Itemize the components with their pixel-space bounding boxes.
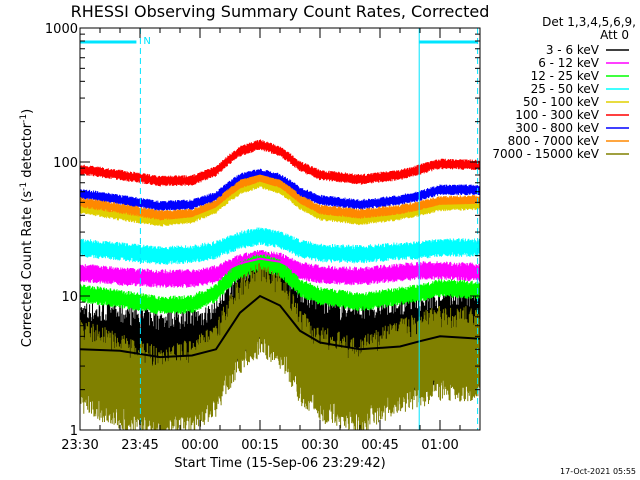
legend-label: 7000 - 15000 keV: [492, 147, 599, 161]
x-tick-label: 23:30: [61, 438, 98, 453]
legend-label: 12 - 25 keV: [531, 69, 600, 83]
y-axis-label-exponent: -1: [19, 114, 29, 123]
observing-flag-label: N: [143, 36, 150, 47]
x-tick-label: 00:45: [361, 438, 398, 453]
footer-timestamp: 17-Oct-2021 05:55: [560, 467, 636, 476]
legend-label: 3 - 6 keV: [546, 43, 600, 57]
chart-title: RHESSI Observing Summary Count Rates, Co…: [71, 2, 490, 21]
y-axis-label: Corrected Count Rate (s-1 detector-1): [19, 109, 35, 347]
y-tick-label: 1: [70, 424, 78, 439]
x-tick-label: 23:45: [121, 438, 158, 453]
x-tick-label: 01:00: [421, 438, 458, 453]
y-axis-label-part: detector: [20, 122, 35, 182]
legend-label: 100 - 300 keV: [515, 108, 599, 122]
x-tick-label: 00:15: [241, 438, 278, 453]
y-tick-labels: 1 10 100 1000: [45, 22, 78, 439]
x-tick-label: 00:00: [181, 438, 218, 453]
y-tick-label: 10: [61, 290, 78, 305]
legend-header: Att 0: [600, 28, 629, 42]
y-tick-label: 100: [53, 156, 78, 171]
x-tick-labels: 23:30 23:45 00:00 00:15 00:30 00:45 01:00: [61, 438, 458, 453]
y-axis-label-part: Corrected Count Rate (s: [20, 191, 35, 348]
legend-label: 6 - 12 keV: [538, 56, 600, 70]
legend-label: 300 - 800 keV: [515, 121, 599, 135]
legend-label: 800 - 7000 keV: [508, 134, 600, 148]
y-axis-label-part: ): [20, 109, 35, 114]
legend-label: 50 - 100 keV: [523, 95, 600, 109]
y-tick-label: 1000: [45, 22, 78, 37]
legend-label: 25 - 50 keV: [531, 82, 600, 96]
x-tick-label: 00:30: [301, 438, 338, 453]
x-axis-label: Start Time (15-Sep-06 23:29:42): [174, 456, 385, 471]
y-axis-label-exponent: -1: [19, 182, 29, 191]
legend-header: Det 1,3,4,5,6,9,: [542, 15, 636, 29]
